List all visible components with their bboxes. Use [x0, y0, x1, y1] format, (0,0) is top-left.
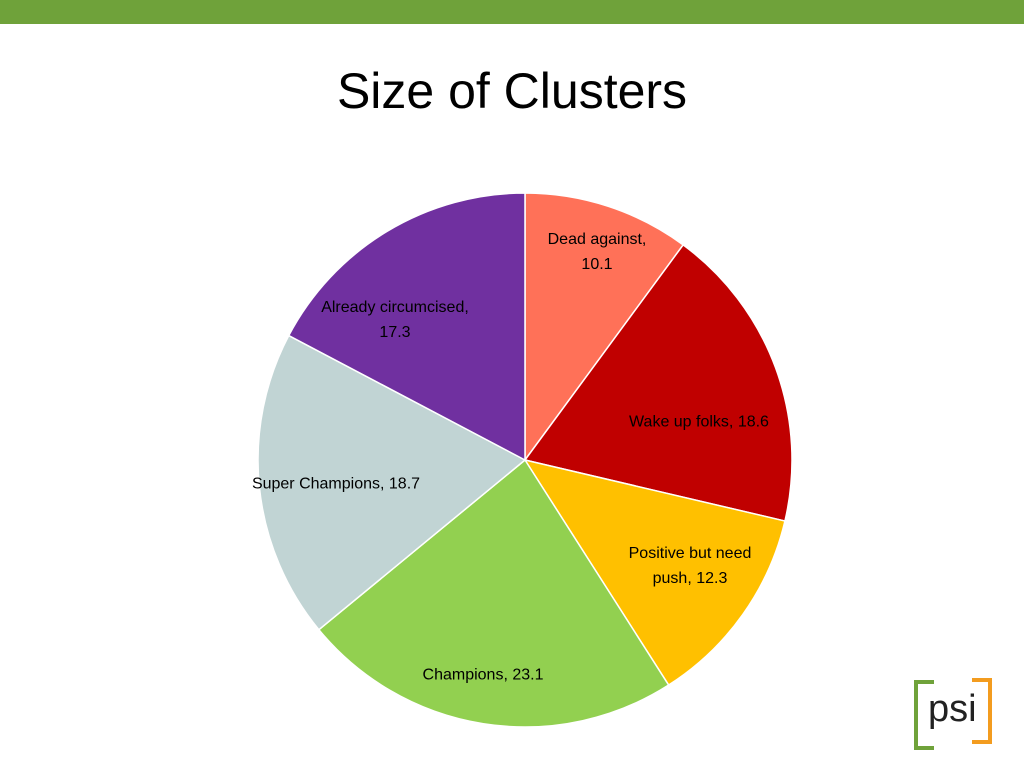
- pie-slice: [524, 192, 685, 463]
- data-label: Positive but need push, 12.3: [628, 545, 752, 587]
- logo-frame: [914, 678, 992, 750]
- logo: psi: [914, 678, 992, 750]
- data-label: Champions, 23.1: [422, 666, 544, 684]
- data-label: Dead against, 10.1: [547, 231, 647, 273]
- data-label: Already circumcised, 17.3: [321, 299, 469, 341]
- logo-text: psi: [928, 688, 977, 730]
- pie-slice: [523, 243, 793, 522]
- pie-slice: [317, 458, 670, 728]
- pie-slice: [523, 458, 786, 687]
- data-label: Super Champions, 18.7: [251, 475, 421, 493]
- data-label: Wake up folks, 18.6: [629, 413, 769, 431]
- pie-slice: [257, 334, 527, 631]
- pie-slice: [287, 192, 526, 462]
- top-bar: [0, 0, 1024, 24]
- chart-title: Size of Clusters: [336, 63, 688, 119]
